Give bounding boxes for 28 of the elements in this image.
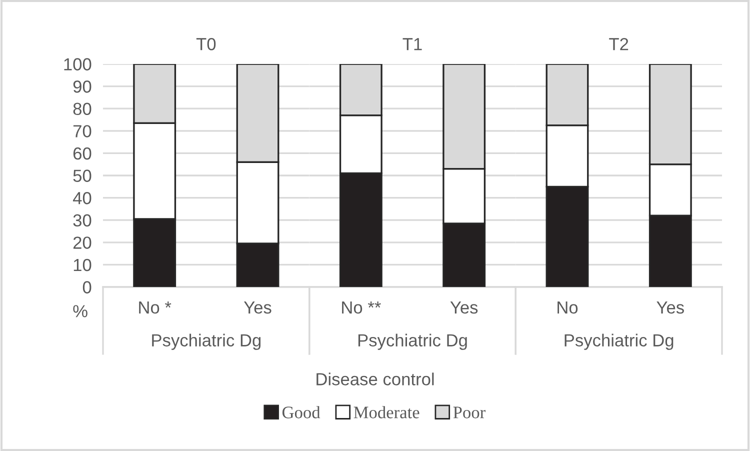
legend-label: Moderate — [354, 406, 420, 418]
y-axis-title: % — [73, 305, 88, 318]
x-axis-title: Psychiatric Dg — [564, 334, 674, 350]
legend-label: Poor — [453, 406, 486, 418]
x-tick-label: Yes — [656, 302, 684, 314]
y-tick-label: 40 — [72, 192, 92, 204]
x-tick-label: No * — [139, 302, 172, 314]
y-tick-label: 30 — [73, 214, 92, 227]
x-tick-label: Yes — [244, 302, 272, 314]
chart-title: T1 — [402, 38, 422, 50]
x-tick-label: No — [558, 302, 578, 314]
y-tick-label: 90 — [73, 80, 92, 93]
x-axis-title: Psychiatric Dg — [358, 334, 467, 350]
y-tick-label: 20 — [73, 236, 92, 249]
y-tick-label: 10 — [74, 258, 92, 272]
x-tick-label: Yes — [450, 302, 478, 314]
legend-title: Disease control — [316, 372, 434, 386]
y-tick-label: 60 — [73, 147, 92, 160]
y-tick-label: 100 — [64, 58, 92, 70]
legend-label: Good — [282, 406, 320, 418]
chart-title: T0 — [196, 38, 216, 50]
y-tick-label: 70 — [73, 125, 92, 138]
y-tick-label: 50 — [73, 170, 92, 182]
y-tick-label: 0 — [82, 281, 92, 294]
y-tick-label: 80 — [73, 102, 92, 116]
x-axis-title: Psychiatric Dg — [152, 334, 261, 350]
x-tick-label: No ** — [342, 302, 381, 314]
chart-title: T2 — [609, 38, 628, 50]
